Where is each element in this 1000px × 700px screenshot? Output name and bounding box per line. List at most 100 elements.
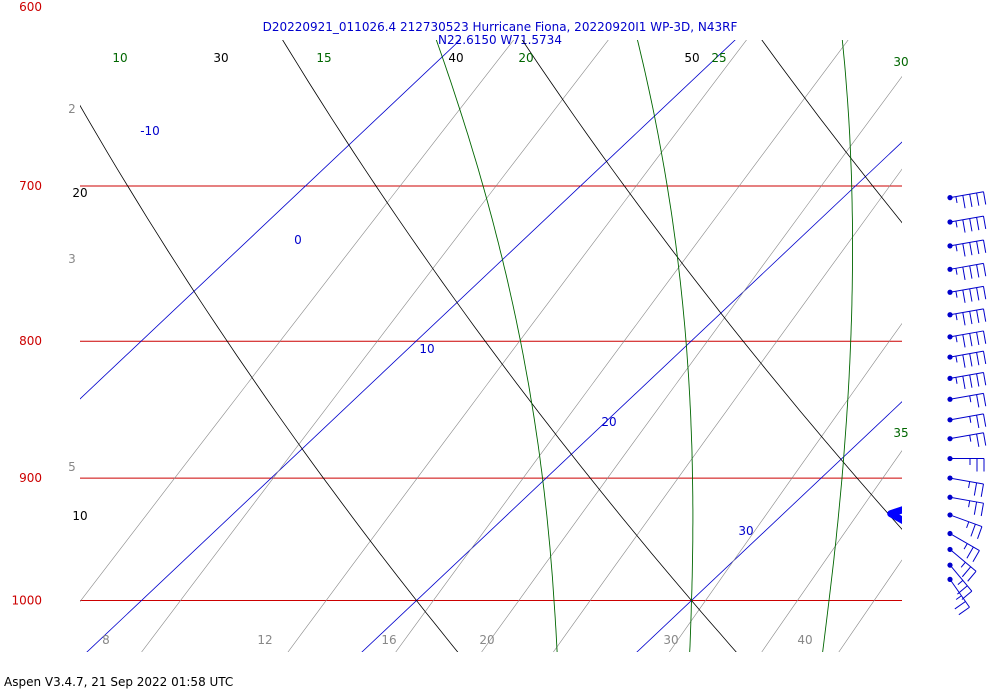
wind-barb-feather (982, 432, 987, 446)
moist-adiabat-line (822, 40, 853, 652)
wind-barb (947, 350, 987, 368)
mixing-ratio-line (761, 450, 902, 652)
wind-barb-staff (949, 477, 984, 485)
wind-barb-feather (982, 413, 987, 427)
wind-barb-feather (982, 308, 987, 322)
wind-barb (947, 455, 985, 472)
wind-barb-half-feather (969, 395, 972, 403)
wind-barb-staff (949, 496, 984, 504)
wind-barb-staff (949, 308, 984, 316)
wind-barbs (947, 191, 987, 616)
mixing-ratio-line (960, 0, 1000, 657)
wind-barb-feather (976, 415, 980, 429)
wind-barb-staff (949, 285, 984, 293)
isotherm-label: 20 (601, 415, 616, 429)
mixing-ratio-line (902, 0, 1000, 657)
wind-barb-staff (949, 330, 984, 338)
wind-barb-feather (980, 503, 984, 517)
wind-barb-feather (962, 312, 966, 326)
top-tick-label: 50 (684, 51, 699, 65)
wind-barb-half-feather (955, 313, 958, 321)
wind-barb-feather (982, 191, 987, 205)
wind-barb-staff (949, 413, 984, 421)
pressure-tick-label: 900 (19, 471, 42, 485)
wind-barb-staff (949, 514, 983, 528)
pressure-tick-label: 1000 (11, 594, 42, 608)
dry-adiabat-line (761, 40, 902, 224)
wind-barb-feather (969, 194, 973, 208)
mixing-ratio-line (80, 40, 515, 603)
wind-barb-half-feather (963, 543, 968, 550)
wind-barb-half-feather (955, 595, 962, 600)
wind-barb (947, 215, 987, 233)
grid-lines (80, 0, 1000, 657)
mixing-ratio-line (553, 168, 902, 652)
dry-adiabat-line (282, 40, 737, 652)
wind-barb (947, 512, 983, 539)
dry-adiabat-line (521, 40, 902, 530)
wind-barb-half-feather (968, 481, 971, 489)
isotherm-label: 0 (294, 233, 302, 247)
x-tick-label: 30 (663, 633, 678, 647)
wind-barb-feather (972, 550, 980, 563)
mixing-ratio-label: 5 (68, 460, 76, 474)
dry-adiabat-label: 20 (72, 186, 87, 200)
wind-barb (947, 546, 977, 582)
wind-barb-half-feather (955, 220, 958, 228)
wind-barb-staff (949, 432, 984, 440)
wind-barb-feather (969, 311, 973, 325)
wind-barb-feather (976, 433, 980, 447)
isotherm-line (86, 40, 736, 652)
wind-barb-feather (976, 217, 980, 231)
wind-barb (947, 191, 987, 209)
wind-barb-feather (969, 218, 973, 232)
moist-adiabat-label: 20 (518, 51, 533, 65)
wind-barb-feather (976, 287, 980, 301)
pressure-tick-label: 700 (19, 179, 42, 193)
wind-barb-half-feather (960, 561, 966, 568)
pressure-tick-label: 800 (19, 334, 42, 348)
dry-adiabat-line (80, 104, 459, 652)
wind-barb-half-feather (966, 521, 970, 529)
pressure-tick-label: 600 (19, 0, 42, 14)
wind-barb-feather (970, 523, 976, 537)
wind-barb-feather (962, 219, 966, 233)
wind-barb (947, 413, 987, 429)
wind-barb-feather (973, 501, 978, 515)
wind-barb-feather (982, 263, 987, 277)
title-line-2: N22.6150 W71.5734 (438, 33, 562, 47)
wind-barb-feather (980, 483, 984, 497)
wind-barb (947, 432, 987, 447)
moist-adiabat-label: 10 (112, 51, 127, 65)
isotherm-line (636, 401, 902, 652)
moist-adiabat-label: 25 (711, 51, 726, 65)
wind-barb-half-feather (955, 335, 958, 343)
wind-barb-staff (949, 350, 984, 358)
isotherm-line (80, 40, 461, 400)
mixing-ratio-line (838, 559, 902, 652)
wind-barb-staff (949, 215, 984, 223)
wind-barb-staff (949, 533, 980, 551)
moist-adiabat-line (637, 40, 694, 652)
wind-barb-feather (976, 309, 980, 323)
moist-adiabat-label: 30 (893, 55, 908, 69)
wind-barb-staff (949, 191, 984, 199)
wind-barb-feather (976, 192, 980, 206)
wind-barb-feather (962, 243, 966, 257)
wind-barb (947, 475, 984, 497)
x-tick-label: 20 (479, 633, 494, 647)
wind-barb-half-feather (968, 500, 971, 508)
wind-barb-feather (969, 374, 973, 388)
mixing-ratio-line (287, 40, 747, 652)
wind-barb (947, 530, 980, 563)
mixing-ratio-line (141, 40, 609, 652)
wind-barb (947, 262, 987, 280)
x-tick-label: 8 (102, 633, 110, 647)
wind-barb-staff (949, 564, 973, 592)
wind-barb-feather (969, 353, 973, 367)
wind-barb-feather (962, 289, 966, 303)
wind-barb-feather (976, 241, 980, 255)
wind-barb-feather (962, 266, 966, 280)
wind-barb-staff (949, 549, 977, 572)
wind-barb-feather (962, 376, 966, 390)
